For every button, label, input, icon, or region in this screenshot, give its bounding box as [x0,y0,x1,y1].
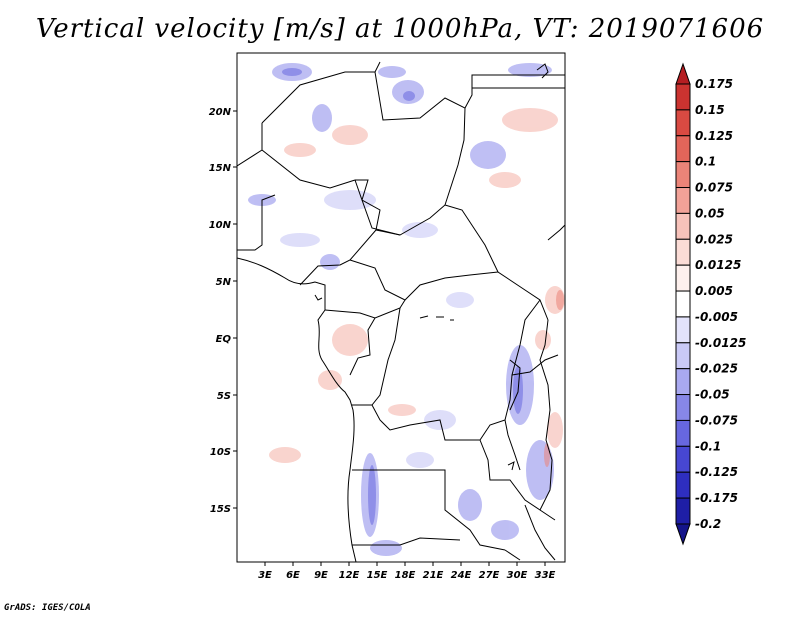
grads-credit: GrADS: IGES/COLA [4,603,91,613]
lon-label: 12E [339,570,360,581]
colorbar: 0.175 0.15 0.125 0.1 0.075 0.05 0.025 0.0125 0.0… [675,62,746,546]
colorbar-swatch [675,264,691,292]
colorbar-swatch [675,109,691,137]
map-panel [236,52,566,563]
colorbar-label: 0.15 [695,103,725,117]
colorbar-label: 0.175 [695,77,733,91]
lat-label: 5N [216,277,232,288]
lon-label: 18E [395,570,416,581]
colorbar-label: 0.025 [695,232,733,246]
lat-label: 20N [209,107,232,118]
lon-label: 6E [286,570,300,581]
colorbar-label: 0.0125 [695,258,741,272]
lat-axis: 20N 15N 10N 5N EQ 5S 10S 15S [209,107,237,515]
colorbar-label: -0.0125 [695,336,746,350]
colorbar-swatch [675,290,691,318]
lon-label: 3E [258,570,272,581]
lat-label: 10N [209,220,232,231]
colorbar-label: -0.025 [695,362,738,376]
colorbar-arrow-top [675,62,691,85]
colorbar-swatch [675,394,691,421]
colorbar-swatch [675,135,691,163]
lon-label: 15E [367,570,388,581]
colorbar-label: -0.05 [695,388,730,402]
lon-label: 24E [451,570,472,581]
lon-label: 33E [535,570,556,581]
colorbar-label: -0.1 [695,439,721,453]
colorbar-label: -0.125 [695,465,738,479]
colorbar-swatch [675,83,691,111]
colorbar-label: -0.2 [695,517,721,531]
colorbar-label: 0.005 [695,284,733,298]
colorbar-swatch [675,497,691,525]
colorbar-label: -0.175 [695,491,738,505]
lat-label: 10S [210,447,231,458]
colorbar-swatch [675,368,691,396]
borders [237,61,565,562]
colorbar-swatch [675,316,691,344]
colorbar-label: 0.075 [695,181,733,195]
colorbar-swatch [675,187,691,214]
colorbar-swatch [675,238,691,266]
lat-label: EQ [216,334,232,345]
colorbar-swatch [675,161,691,189]
lat-label: 5S [217,391,231,402]
lon-label: 21E [423,570,444,581]
map-title: Vertical velocity [m/s] at 1000hPa, VT: … [35,14,765,44]
velocity-shading [248,63,565,556]
colorbar-swatch [675,445,691,473]
colorbar-label: 0.05 [695,206,725,220]
lat-label: 15N [209,163,232,174]
colorbar-swatch [675,419,691,447]
colorbar-arrow-bottom [675,523,691,546]
colorbar-swatch [675,342,691,370]
colorbar-swatch [675,471,691,499]
colorbar-label: 0.125 [695,129,733,143]
colorbar-swatch [675,212,691,240]
lon-axis: 3E 6E 9E 12E 15E 18E 21E 24E 27E 30E 33E [258,562,556,581]
lat-label: 15S [210,504,231,515]
colorbar-label: -0.075 [695,413,738,427]
lon-label: 30E [507,570,528,581]
colorbar-label: -0.005 [695,310,738,324]
lon-label: 27E [479,570,500,581]
lon-label: 9E [314,570,328,581]
colorbar-label: 0.1 [695,155,716,169]
